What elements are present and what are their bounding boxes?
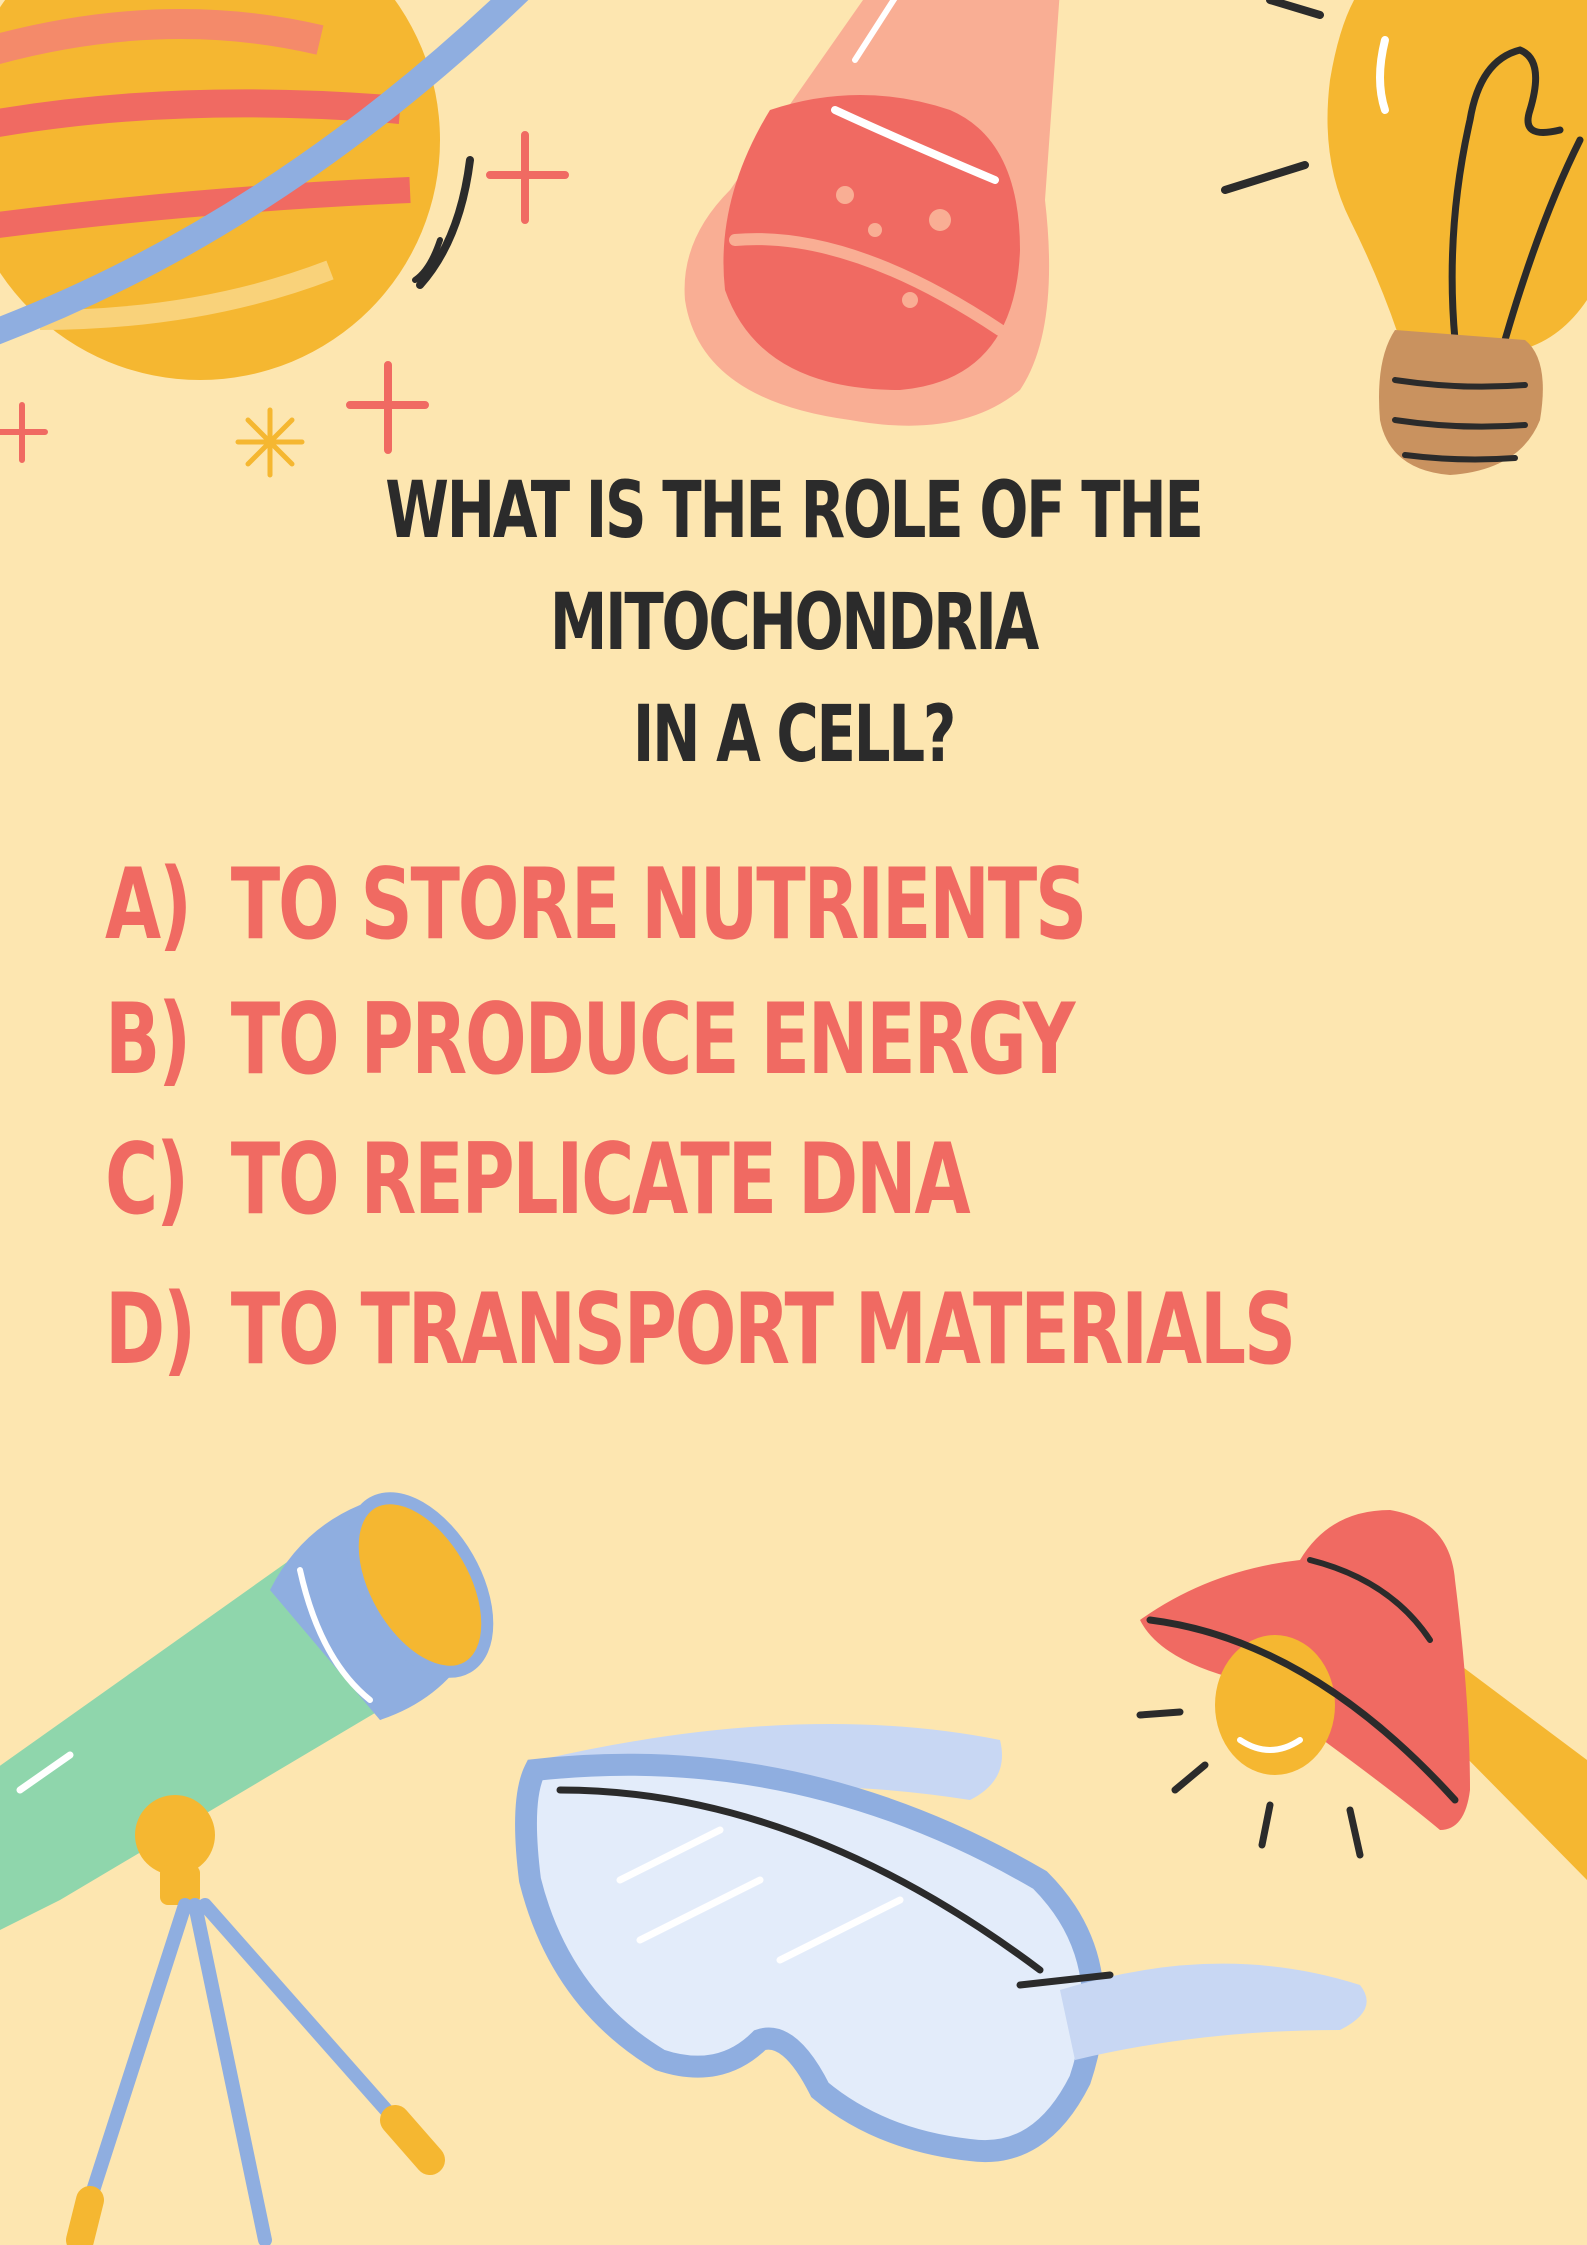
option-text: TO STORE NUTRIENTS (230, 848, 1087, 962)
safety-goggles-icon (515, 1724, 1367, 2163)
answer-option-b[interactable]: B) TO PRODUCE ENERGY (105, 983, 1076, 1097)
question-line-2: IN A CELL? (632, 690, 956, 780)
question-title: WHAT IS THE ROLE OF THE MITOCHONDRIA IN … (206, 455, 1380, 791)
option-letter: C) (105, 1123, 189, 1237)
answer-option-c[interactable]: C) TO REPLICATE DNA (105, 1123, 971, 1237)
sparkle-icon (0, 131, 569, 478)
answer-option-a[interactable]: A) TO STORE NUTRIENTS (105, 848, 1087, 962)
telescope-icon (0, 1492, 494, 2245)
answer-option-d[interactable]: D) TO TRANSPORT MATERIALS (105, 1273, 1296, 1387)
option-text: TO PRODUCE ENERGY (230, 983, 1076, 1097)
desk-lamp-icon (1136, 1510, 1587, 1880)
option-letter: B) (105, 983, 191, 1097)
flask-icon (684, 0, 1060, 426)
planet-icon (0, 0, 529, 380)
light-bulb-icon (1221, 0, 1587, 475)
option-text: TO REPLICATE DNA (230, 1123, 971, 1237)
question-line-1: WHAT IS THE ROLE OF THE MITOCHONDRIA (385, 466, 1204, 668)
option-text: TO TRANSPORT MATERIALS (230, 1273, 1296, 1387)
option-letter: D) (105, 1273, 196, 1387)
option-letter: A) (105, 848, 192, 962)
